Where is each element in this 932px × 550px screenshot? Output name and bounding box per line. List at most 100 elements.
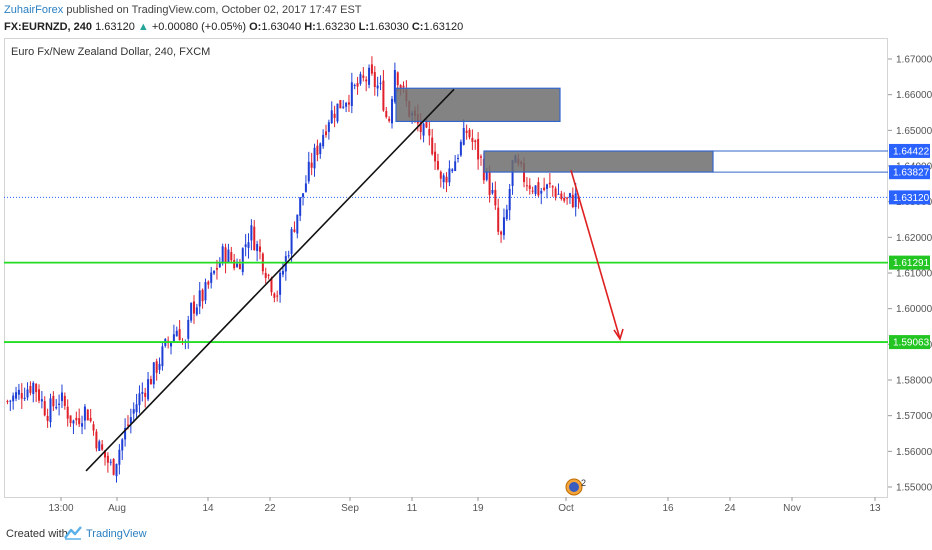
- candle-body: [95, 431, 98, 449]
- x-tick-label: 22: [264, 503, 276, 514]
- candle-body: [12, 395, 15, 402]
- candle-body: [448, 168, 451, 183]
- candle-body: [431, 137, 434, 155]
- candle-body: [310, 162, 313, 168]
- candle-body: [161, 346, 164, 367]
- candle-body: [138, 393, 141, 406]
- support-price-label-2-bg: [889, 335, 930, 350]
- candle-body: [502, 217, 505, 236]
- candle-body: [264, 272, 267, 278]
- candle-body: [362, 75, 365, 78]
- candle-body: [26, 389, 29, 398]
- low-label: L:: [358, 21, 370, 33]
- candle-body: [488, 172, 491, 195]
- overlays-layer: 2: [4, 87, 888, 496]
- candle-body: [299, 197, 302, 216]
- open-value: 1.63040: [261, 21, 302, 33]
- x-tick-label: 24: [724, 503, 736, 514]
- candle-body: [124, 427, 127, 440]
- x-tick-label: Sep: [341, 503, 359, 514]
- candle-body: [511, 160, 514, 186]
- author-link[interactable]: ZuhairForex: [4, 4, 64, 16]
- candle-body: [385, 110, 388, 118]
- candle-body: [462, 128, 465, 145]
- high-label: H:: [304, 21, 316, 33]
- zone-bottom-price-label: 1.63827: [893, 168, 930, 179]
- last-price: 1.63120: [95, 21, 135, 33]
- candle-body: [78, 418, 81, 425]
- x-tick-label: Aug: [108, 503, 126, 514]
- candle-body: [574, 193, 577, 208]
- footer: Created with TradingView: [0, 522, 932, 550]
- candle-body: [531, 190, 534, 192]
- candle-body: [540, 190, 543, 194]
- zone-bottom-price-label-bg: [889, 165, 930, 180]
- candle-body: [192, 301, 195, 314]
- candle-body: [187, 319, 190, 339]
- candle-body: [287, 255, 290, 257]
- candle-body: [132, 409, 135, 414]
- candle-body: [69, 415, 72, 424]
- candle-body: [304, 183, 307, 192]
- candle-body: [118, 449, 121, 465]
- close-value: 1.63120: [423, 21, 464, 33]
- candle-body: [399, 85, 402, 89]
- candle-body: [218, 261, 221, 268]
- chart-panel[interactable]: [4, 38, 888, 498]
- tradingview-logo-icon[interactable]: [64, 526, 82, 540]
- candle-body: [307, 161, 310, 182]
- candle-body: [293, 229, 296, 232]
- y-tick-label: 1.61000: [896, 269, 932, 280]
- chart-header: ZuhairForex published on TradingView.com…: [0, 0, 932, 38]
- x-tick-label: 19: [472, 503, 484, 514]
- candle-body: [465, 130, 468, 133]
- candle-body: [445, 176, 448, 183]
- candle-body: [491, 190, 494, 194]
- candle-body: [144, 392, 147, 397]
- candle-body: [477, 138, 480, 160]
- candle-body: [543, 187, 546, 191]
- candle-body: [63, 395, 66, 406]
- candle-body: [479, 156, 482, 158]
- candle-body: [457, 158, 460, 160]
- candle-body: [170, 341, 173, 347]
- candle-body: [316, 145, 319, 155]
- candle-body: [454, 161, 457, 172]
- candle-body: [388, 118, 391, 121]
- y-tick-label: 1.67000: [896, 55, 932, 66]
- candle-body: [494, 189, 497, 206]
- symbol-name[interactable]: FX:EURNZD, 240: [4, 21, 93, 33]
- price-chart[interactable]: 2 1.670001.660001.650001.640001.630001.6…: [0, 0, 932, 522]
- candle-body: [40, 399, 43, 402]
- candle-body: [436, 161, 439, 170]
- zone-top-price-label: 1.64422: [893, 146, 930, 157]
- publish-info: published on TradingView.com, October 02…: [66, 4, 362, 16]
- candle-body: [112, 459, 115, 475]
- candle-body: [60, 392, 63, 402]
- candle-body: [560, 193, 563, 200]
- x-tick-label: 13:00: [48, 503, 73, 514]
- candle-body: [86, 409, 89, 421]
- candle-body: [29, 386, 32, 393]
- candle-body: [135, 404, 138, 413]
- projection-arrow-head: [613, 328, 624, 341]
- candle-body: [434, 151, 437, 162]
- candle-body: [207, 281, 210, 285]
- current-price-label-bg: [889, 190, 930, 205]
- candle-body: [451, 169, 454, 172]
- x-tick-label: Oct: [558, 503, 574, 514]
- candle-body: [46, 415, 49, 421]
- candle-body: [152, 362, 155, 385]
- support-price-label-1: 1.61291: [893, 258, 930, 269]
- uptrend-line: [85, 88, 455, 472]
- candle-body: [528, 185, 531, 189]
- candle-body: [101, 444, 104, 450]
- candle-body: [253, 226, 256, 251]
- candle-body: [106, 455, 109, 463]
- candle-body: [382, 80, 385, 111]
- y-tick-label: 1.62000: [896, 233, 932, 244]
- candle-body: [425, 120, 428, 128]
- candle-body: [147, 379, 150, 400]
- candle-body: [256, 244, 259, 252]
- tradingview-brand[interactable]: TradingView: [86, 528, 147, 540]
